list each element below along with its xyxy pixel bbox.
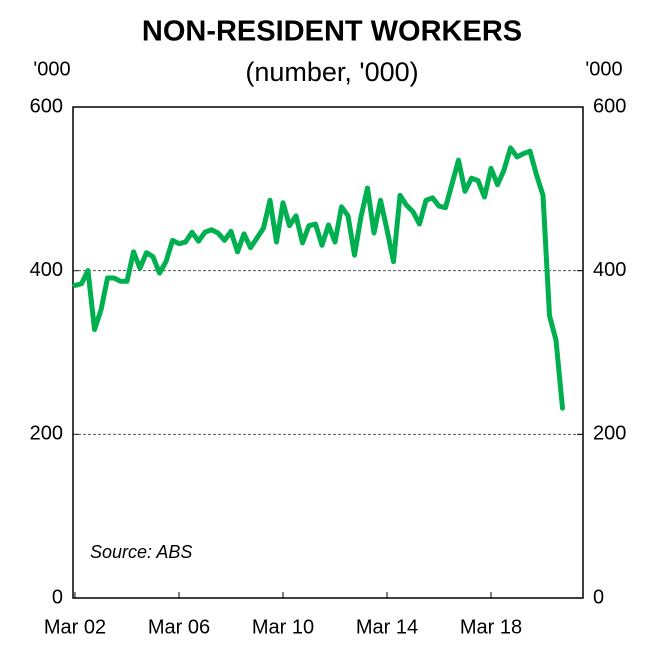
- y2-tick-label: 0: [593, 586, 604, 608]
- y-tick-label: 200: [30, 423, 63, 445]
- y-tick-label: 0: [52, 586, 63, 608]
- x-tick-label: Mar 18: [460, 616, 522, 638]
- data-line: [72, 145, 565, 411]
- source-note: Source: ABS: [90, 542, 192, 562]
- x-tick-label: Mar 02: [44, 616, 106, 638]
- chart-title: NON-RESIDENT WORKERS: [142, 16, 522, 48]
- y-tick-label: 600: [30, 95, 63, 117]
- y2-tick-label: 200: [593, 423, 626, 445]
- y-axis-unit: '000: [33, 58, 70, 80]
- x-tick-label: Mar 10: [252, 616, 314, 638]
- chart-subtitle: (number, '000): [245, 57, 418, 87]
- y2-axis-unit: '000: [585, 58, 622, 80]
- x-tick-label: Mar 06: [148, 616, 210, 638]
- y2-tick-label: 600: [593, 95, 626, 117]
- y2-tick-label: 400: [593, 259, 626, 281]
- x-tick-label: Mar 14: [356, 616, 418, 638]
- y-tick-label: 400: [30, 259, 63, 281]
- plot-frame: [72, 106, 584, 599]
